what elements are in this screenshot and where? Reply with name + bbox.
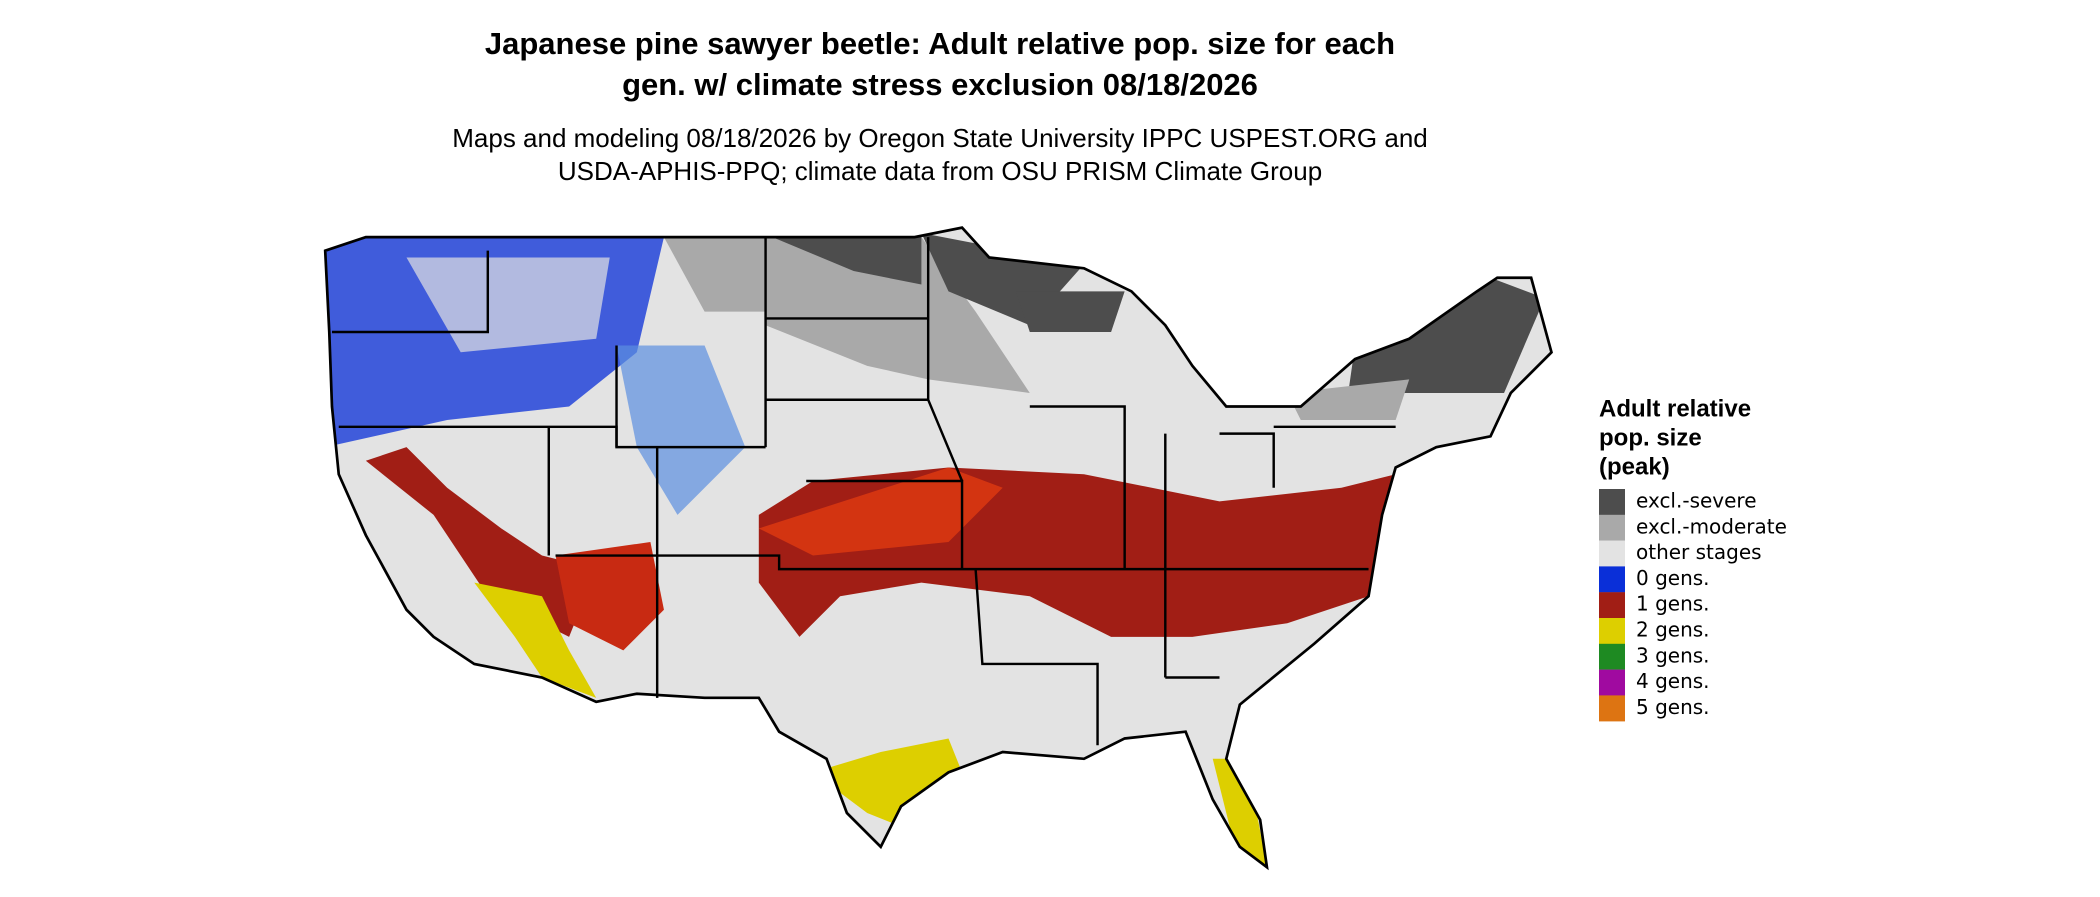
title: Japanese pine sawyer beetle: Adult relat… (485, 26, 1395, 61)
legend-swatch (1599, 695, 1625, 722)
subtitle: Maps and modeling 08/18/2026 by Oregon S… (452, 123, 1428, 153)
legend-swatch (1599, 643, 1625, 670)
legend-label: excl.-moderate (1636, 514, 1787, 538)
legend-title: Adult relative (1599, 395, 1751, 422)
map (323, 226, 1553, 869)
legend-swatch (1599, 566, 1625, 593)
legend-swatch (1599, 618, 1625, 644)
legend-label: 1 gens. (1636, 592, 1710, 616)
legend-title: (peak) (1599, 453, 1670, 480)
legend-label: 5 gens. (1636, 695, 1710, 719)
legend-swatch (1599, 592, 1625, 619)
title: gen. w/ climate stress exclusion 08/18/2… (622, 67, 1258, 102)
legend-label: other stages (1636, 540, 1762, 564)
legend-label: 4 gens. (1636, 669, 1710, 693)
legend-swatch (1599, 514, 1625, 541)
legend-label: 2 gens. (1636, 618, 1710, 642)
subtitle: USDA-APHIS-PPQ; climate data from OSU PR… (558, 156, 1322, 186)
legend-swatch (1599, 489, 1625, 515)
legend-swatch (1599, 540, 1625, 567)
legend-label: excl.-severe (1636, 489, 1757, 513)
legend-swatch (1599, 669, 1625, 696)
legend-label: 3 gens. (1636, 643, 1710, 667)
legend-label: 0 gens. (1636, 566, 1710, 590)
legend-title: pop. size (1599, 424, 1702, 451)
